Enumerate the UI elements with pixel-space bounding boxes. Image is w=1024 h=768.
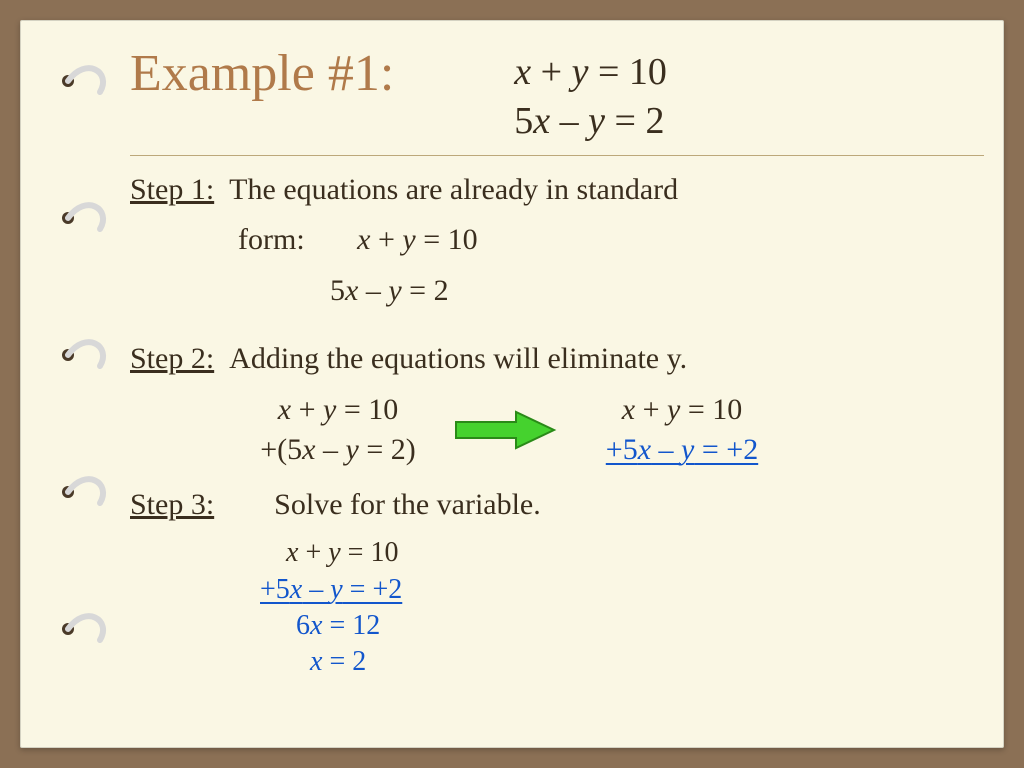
- ring-icon: [56, 199, 108, 237]
- ring-icon: [56, 473, 108, 511]
- ring-icon: [56, 610, 108, 648]
- slide-page: Example #1: x + y = 10 5x – y = 2 Step 1…: [20, 20, 1004, 748]
- step-2: Step 2: Adding the equations will elimin…: [130, 339, 964, 380]
- step-1-line2: form: x + y = 10: [130, 220, 964, 261]
- step2-right: x + y = 10 +5x – y = +2: [572, 390, 792, 471]
- step-text: The equations are already in standard: [229, 173, 678, 206]
- step-text: Adding the equations will eliminate y.: [229, 342, 687, 375]
- header-row: Example #1: x + y = 10 5x – y = 2: [130, 48, 964, 147]
- step-1: Step 1: The equations are already in sta…: [130, 170, 964, 211]
- step-label: Step 3:: [130, 488, 214, 521]
- slide-content: Example #1: x + y = 10 5x – y = 2 Step 1…: [130, 48, 964, 681]
- spiral-binding: [66, 62, 126, 747]
- step2-left: x + y = 10 +(5x – y = 2): [238, 390, 438, 471]
- step-text2: form:: [238, 223, 305, 256]
- step-1-eq2: 5x – y = 2: [330, 271, 964, 312]
- eq-text: x: [514, 51, 531, 93]
- step-3-work: x + y = 10 +5x – y = +2 6x = 12 x = 2: [260, 535, 964, 681]
- step-3: Step 3: Solve for the variable.: [130, 485, 964, 526]
- divider: [130, 155, 984, 156]
- step-text: Solve for the variable.: [274, 488, 541, 521]
- ring-icon: [56, 336, 108, 374]
- slide-title: Example #1:: [130, 48, 394, 100]
- step-label: Step 1:: [130, 173, 214, 206]
- arrow-right-icon: [450, 410, 560, 450]
- step-label: Step 2:: [130, 342, 214, 375]
- given-equations: x + y = 10 5x – y = 2: [514, 48, 667, 147]
- ring-icon: [56, 62, 108, 100]
- step-2-work: x + y = 10 +(5x – y = 2) x + y = 10 +5x …: [238, 390, 964, 471]
